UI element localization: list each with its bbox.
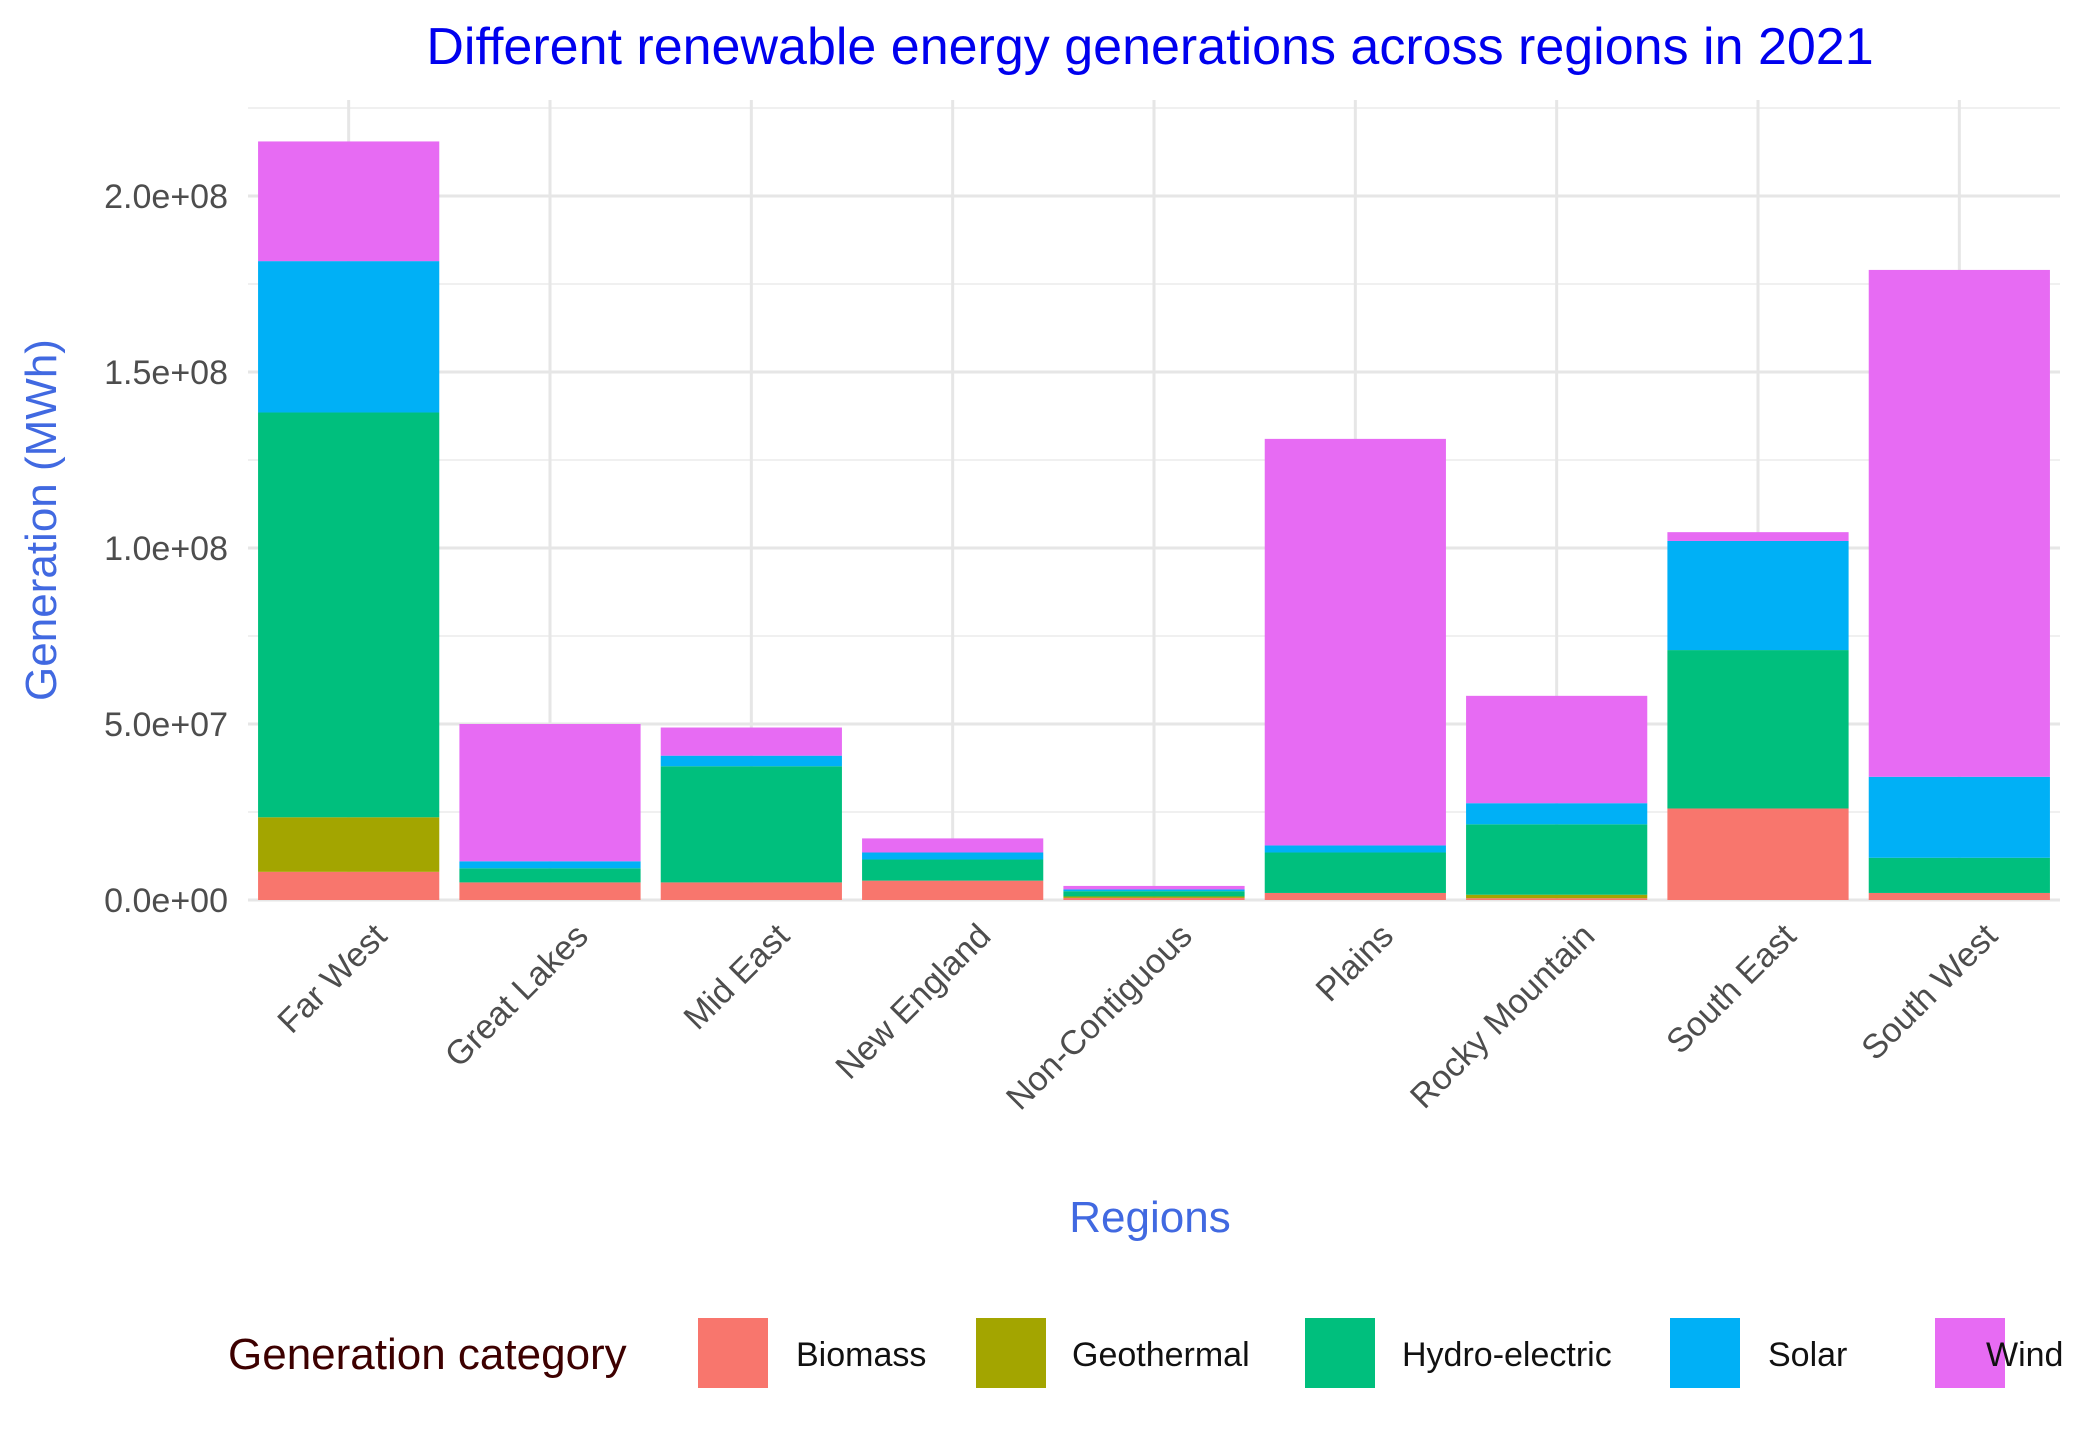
legend-label: Biomass bbox=[796, 1336, 926, 1374]
bar-segment-wind bbox=[1264, 438, 1446, 846]
legend-key bbox=[1305, 1318, 1375, 1388]
bar-segment-biomass bbox=[459, 882, 641, 900]
bar-segment-geothermal bbox=[1063, 896, 1245, 898]
bar-segment-hydro-electric bbox=[1868, 857, 2050, 893]
bar-segment-solar bbox=[1667, 540, 1849, 651]
bar-segment-hydro-electric bbox=[1264, 852, 1446, 893]
bar-segment-biomass bbox=[660, 882, 842, 900]
bar-segment-wind bbox=[660, 727, 842, 756]
y-axis-ticks: 0.0e+00 5.0e+07 1.0e+08 1.5e+08 2.0e+08 bbox=[104, 178, 228, 920]
bar-segment-wind bbox=[459, 724, 641, 862]
y-tick-label: 1.0e+08 bbox=[104, 530, 228, 568]
bar-segment-biomass bbox=[1868, 892, 2050, 900]
bar-segment-hydro-electric bbox=[1466, 824, 1648, 895]
x-axis-ticks: Far West Great Lakes Mid East New England No… bbox=[270, 916, 2005, 1117]
x-tick-label: Mid East bbox=[677, 916, 798, 1037]
bar-segment-solar bbox=[1466, 803, 1648, 825]
bar-segment-solar bbox=[258, 261, 440, 413]
bar-segment-geothermal bbox=[258, 817, 440, 872]
legend-label: Hydro-electric bbox=[1402, 1336, 1612, 1374]
legend-label: Solar bbox=[1768, 1336, 1847, 1374]
legend-title: Generation category bbox=[228, 1330, 627, 1379]
x-tick-label: Plains bbox=[1309, 917, 1401, 1009]
bar-segment-hydro-electric bbox=[660, 766, 842, 883]
bar-segment-hydro-electric bbox=[1667, 650, 1849, 809]
x-tick-label: Non-Contiguous bbox=[999, 917, 1200, 1118]
x-tick-label: New England bbox=[828, 917, 998, 1087]
bar-segment-wind bbox=[1466, 695, 1648, 804]
y-tick-label: 0.0e+00 bbox=[104, 882, 228, 920]
bar-segment-biomass bbox=[1063, 897, 1245, 900]
x-tick-label: Great Lakes bbox=[438, 917, 596, 1075]
bar-segment-biomass bbox=[1264, 892, 1446, 900]
bar-segment-wind bbox=[1063, 885, 1245, 890]
x-tick-label: Far West bbox=[270, 916, 394, 1040]
legend-key bbox=[976, 1318, 1046, 1388]
bar-segment-biomass bbox=[1667, 808, 1849, 900]
bars bbox=[258, 141, 2050, 900]
bar-segment-solar bbox=[1063, 889, 1245, 892]
bar-segment-wind bbox=[258, 141, 440, 262]
x-axis-title: Regions bbox=[1069, 1193, 1230, 1242]
legend: Generation category Biomass Geothermal Hyd… bbox=[228, 1318, 2063, 1388]
legend-label: Geothermal bbox=[1072, 1336, 1250, 1374]
bar-segment-biomass bbox=[258, 871, 440, 900]
legend-label: Wind bbox=[1986, 1336, 2063, 1374]
bar-segment-solar bbox=[660, 755, 842, 767]
bar-segment-solar bbox=[1868, 776, 2050, 858]
bar-segment-solar bbox=[459, 861, 641, 869]
y-tick-label: 5.0e+07 bbox=[104, 706, 228, 744]
bar-segment-solar bbox=[862, 852, 1044, 860]
x-tick-label: Rocky Mountain bbox=[1403, 917, 1602, 1116]
bar-segment-hydro-electric bbox=[459, 868, 641, 883]
chart-title: Different renewable energy generations a… bbox=[426, 18, 1873, 76]
legend-items: Biomass Geothermal Hydro-electric Solar Wind bbox=[698, 1318, 2063, 1388]
x-tick-label: South East bbox=[1659, 916, 1804, 1061]
bar-segment-geothermal bbox=[1466, 894, 1648, 899]
bar-segment-wind bbox=[1667, 532, 1849, 541]
x-tick-label: South West bbox=[1854, 916, 2005, 1067]
legend-key bbox=[1935, 1318, 2005, 1388]
y-axis-title: Generation (MWh) bbox=[17, 339, 66, 701]
bar-segment-wind bbox=[1868, 269, 2050, 777]
bar-segment-biomass bbox=[1466, 898, 1648, 900]
y-tick-label: 1.5e+08 bbox=[104, 354, 228, 392]
bar-segment-wind bbox=[862, 838, 1044, 853]
legend-key bbox=[1670, 1318, 1740, 1388]
bar-segment-hydro-electric bbox=[862, 859, 1044, 881]
legend-key bbox=[698, 1318, 768, 1388]
bar-segment-solar bbox=[1264, 845, 1446, 853]
y-tick-label: 2.0e+08 bbox=[104, 178, 228, 216]
bar-segment-biomass bbox=[862, 880, 1044, 900]
bar-segment-hydro-electric bbox=[1063, 891, 1245, 897]
bar-segment-hydro-electric bbox=[258, 412, 440, 818]
